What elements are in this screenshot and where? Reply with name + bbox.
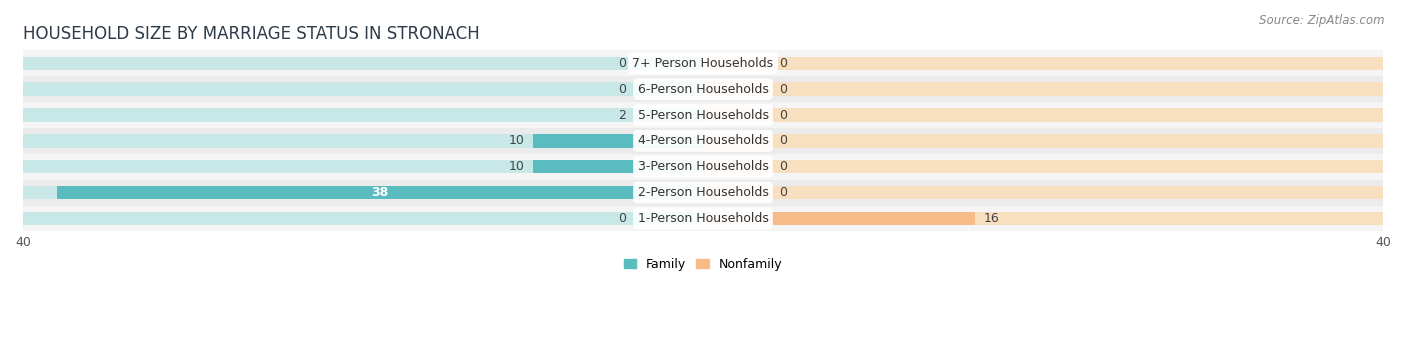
Text: 0: 0 (779, 57, 787, 70)
Bar (533, 160, 703, 174)
Bar (703, 83, 770, 96)
Text: 2-Person Households: 2-Person Households (637, 186, 769, 199)
Bar (22, 154, 1384, 180)
Bar (703, 212, 1384, 225)
Bar (22, 128, 1384, 154)
Bar (703, 134, 770, 148)
Bar (22, 102, 1384, 128)
Text: 10: 10 (509, 160, 524, 173)
Text: 0: 0 (619, 57, 627, 70)
Legend: Family, Nonfamily: Family, Nonfamily (619, 253, 787, 276)
Bar (636, 57, 703, 70)
Bar (22, 57, 703, 70)
Text: 2: 2 (619, 108, 627, 121)
Bar (703, 160, 1384, 174)
Text: 0: 0 (779, 160, 787, 173)
Bar (22, 212, 1384, 225)
Bar (636, 108, 703, 122)
Bar (636, 212, 703, 225)
Text: 3-Person Households: 3-Person Households (637, 160, 769, 173)
Bar (22, 108, 1384, 122)
Bar (703, 186, 770, 199)
Bar (22, 108, 703, 122)
Text: 0: 0 (779, 186, 787, 199)
Bar (22, 50, 1384, 76)
Bar (703, 83, 1384, 96)
Bar (636, 83, 703, 96)
Bar (703, 160, 770, 174)
Text: Source: ZipAtlas.com: Source: ZipAtlas.com (1260, 14, 1385, 27)
Text: 0: 0 (779, 134, 787, 147)
Bar (56, 186, 703, 199)
Bar (703, 186, 1384, 199)
Text: 6-Person Households: 6-Person Households (637, 83, 769, 95)
Bar (22, 186, 703, 199)
Text: 0: 0 (619, 212, 627, 225)
Bar (22, 160, 1384, 174)
Bar (703, 57, 770, 70)
Text: 10: 10 (509, 134, 524, 147)
Bar (22, 186, 1384, 199)
Text: 1-Person Households: 1-Person Households (637, 212, 769, 225)
Bar (22, 160, 703, 174)
Bar (703, 57, 1384, 70)
Text: HOUSEHOLD SIZE BY MARRIAGE STATUS IN STRONACH: HOUSEHOLD SIZE BY MARRIAGE STATUS IN STR… (22, 25, 479, 43)
Bar (22, 83, 703, 96)
Text: 4-Person Households: 4-Person Households (637, 134, 769, 147)
Bar (22, 134, 1384, 148)
Bar (22, 134, 703, 148)
Bar (22, 76, 1384, 102)
Bar (22, 206, 1384, 232)
Bar (22, 83, 1384, 96)
Text: 0: 0 (619, 83, 627, 95)
Bar (22, 57, 1384, 70)
Text: 7+ Person Households: 7+ Person Households (633, 57, 773, 70)
Text: 5-Person Households: 5-Person Households (637, 108, 769, 121)
Bar (703, 134, 1384, 148)
Text: 16: 16 (984, 212, 1000, 225)
Bar (703, 108, 1384, 122)
Bar (22, 212, 703, 225)
Bar (22, 180, 1384, 206)
Text: 0: 0 (779, 83, 787, 95)
Text: 38: 38 (371, 186, 388, 199)
Text: 0: 0 (779, 108, 787, 121)
Bar (533, 134, 703, 148)
Bar (703, 108, 770, 122)
Bar (703, 212, 974, 225)
